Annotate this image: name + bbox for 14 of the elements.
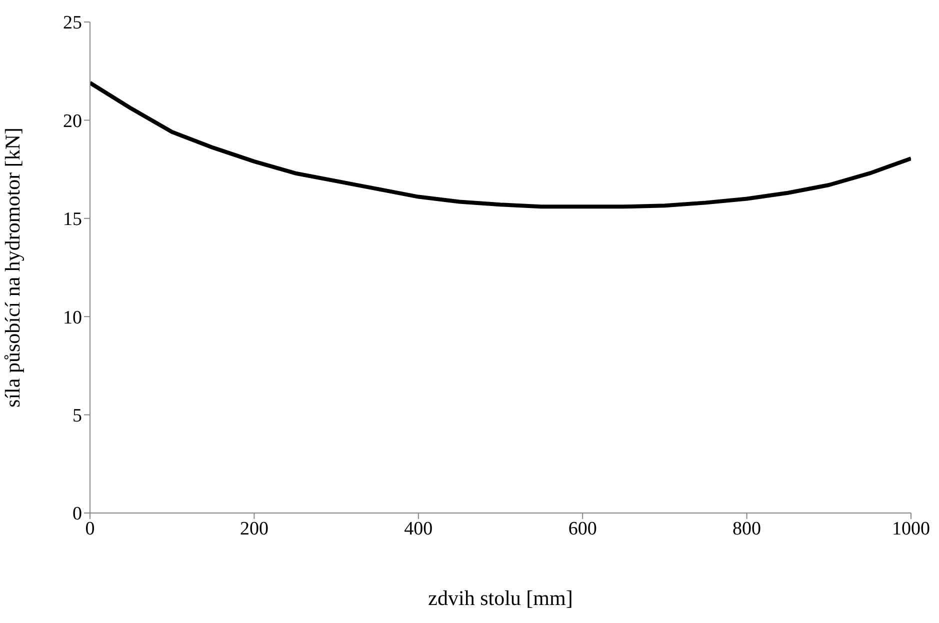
y-tick-label: 10 bbox=[63, 307, 82, 328]
x-tick-label: 1000 bbox=[892, 518, 930, 540]
y-tick-label: 5 bbox=[72, 406, 82, 427]
line-series bbox=[90, 80, 911, 209]
y-axis-title: síla působící na hydromotor [kN] bbox=[0, 128, 24, 408]
x-tick-label: 400 bbox=[404, 518, 433, 540]
y-tick-label: 15 bbox=[63, 209, 82, 230]
x-tick-label: 200 bbox=[240, 518, 268, 540]
y-tick-label: 0 bbox=[72, 504, 82, 525]
y-tick-label: 20 bbox=[63, 110, 82, 132]
x-tick-label: 600 bbox=[568, 518, 597, 540]
y-tick-label: 25 bbox=[63, 12, 82, 34]
x-axis-title: zdvih stolu [mm] bbox=[428, 586, 573, 610]
x-tick-label: 800 bbox=[732, 518, 762, 540]
